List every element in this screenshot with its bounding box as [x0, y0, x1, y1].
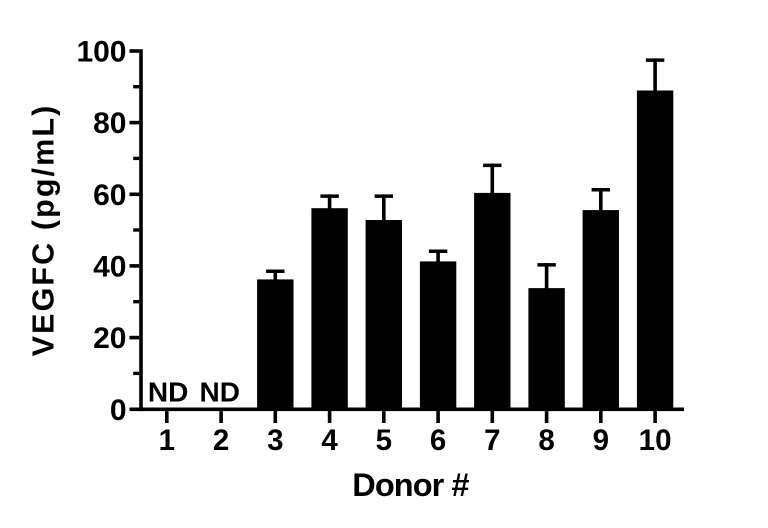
svg-text:40: 40 [93, 250, 126, 283]
svg-text:2: 2 [213, 424, 229, 457]
svg-text:7: 7 [484, 424, 500, 457]
svg-text:4: 4 [321, 424, 338, 457]
svg-text:20: 20 [93, 322, 126, 355]
svg-text:10: 10 [639, 424, 672, 457]
svg-text:60: 60 [93, 179, 126, 212]
svg-text:ND: ND [148, 376, 188, 407]
svg-text:100: 100 [76, 36, 126, 69]
svg-text:VEGFC (pg/mL): VEGFC (pg/mL) [27, 104, 61, 357]
svg-text:ND: ND [199, 376, 239, 407]
svg-text:8: 8 [538, 424, 554, 457]
svg-text:80: 80 [93, 107, 126, 140]
svg-text:1: 1 [159, 424, 175, 457]
svg-text:6: 6 [430, 424, 446, 457]
svg-text:3: 3 [267, 424, 283, 457]
svg-text:9: 9 [593, 424, 609, 457]
svg-text:0: 0 [110, 394, 127, 427]
svg-text:5: 5 [376, 424, 392, 457]
svg-text:Donor #: Donor # [352, 467, 469, 503]
